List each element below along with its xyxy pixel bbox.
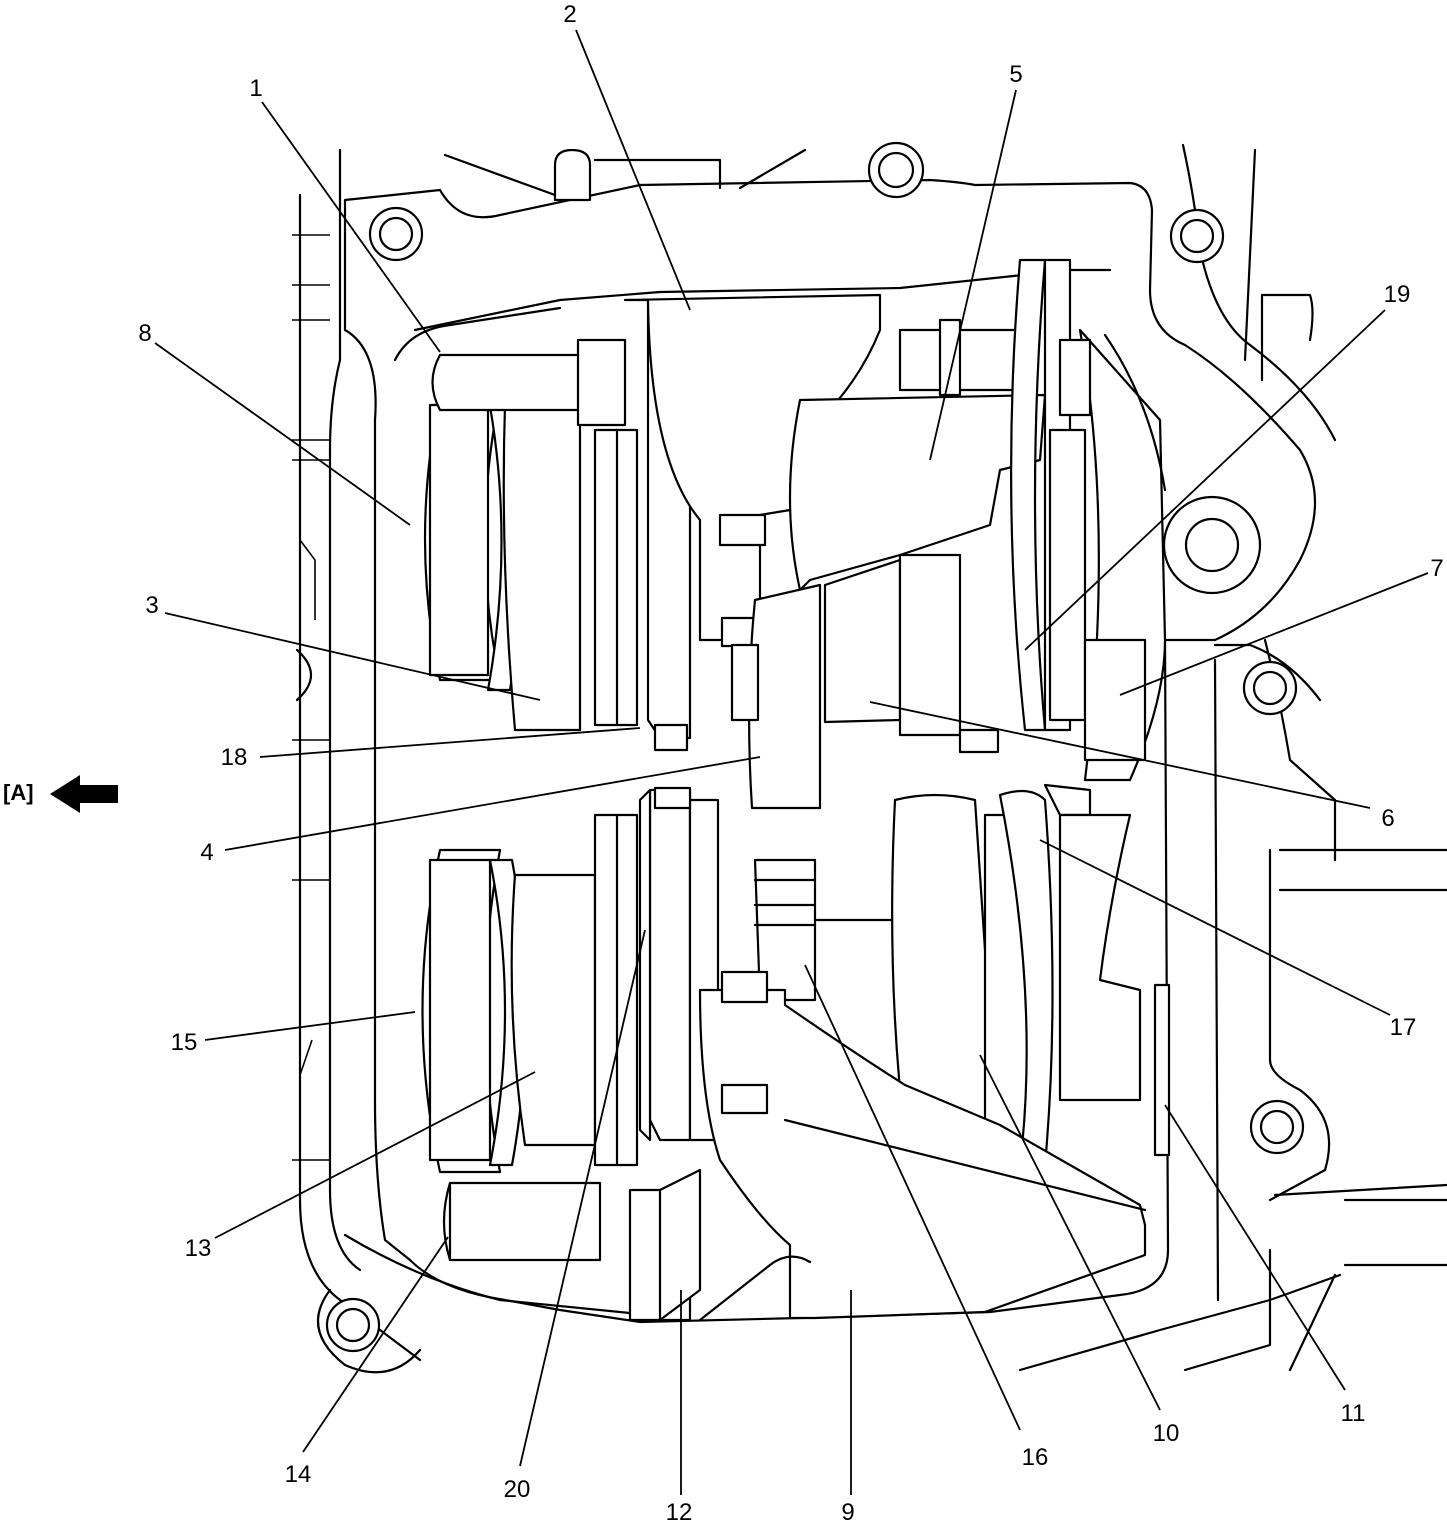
callout-14: 14 — [285, 1461, 312, 1488]
leader-lines — [154, 29, 1429, 1495]
callout-1: 1 — [249, 75, 262, 102]
leader-5 — [929, 89, 1017, 461]
callout-17: 17 — [1390, 1014, 1417, 1041]
leader-17 — [1039, 839, 1391, 1016]
callout-19: 19 — [1384, 281, 1411, 308]
leader-4 — [224, 756, 761, 851]
callout-labels: 1 2 3 4 5 6 7 8 9 10 11 12 13 14 15 16 1… — [138, 1, 1443, 1526]
leader-1 — [261, 101, 441, 353]
leader-2 — [575, 29, 691, 311]
callout-18: 18 — [221, 744, 248, 771]
callout-20: 20 — [504, 1476, 531, 1503]
leader-6 — [869, 701, 1371, 809]
callout-15: 15 — [171, 1029, 198, 1056]
callout-9: 9 — [841, 1499, 854, 1526]
leader-3 — [164, 612, 541, 701]
leader-19 — [1024, 309, 1386, 651]
callout-5: 5 — [1009, 61, 1022, 88]
callout-11: 11 — [1341, 1400, 1366, 1427]
callout-3: 3 — [145, 592, 158, 619]
housing-bolts — [316, 141, 1305, 1374]
leader-8 — [154, 342, 411, 526]
callout-12: 12 — [666, 1499, 693, 1526]
callout-13: 13 — [185, 1235, 212, 1262]
callout-6: 6 — [1381, 805, 1394, 832]
arrow-left-icon — [50, 775, 118, 813]
callout-2: 2 — [563, 1, 576, 28]
leader-18 — [259, 727, 641, 758]
leader-13 — [214, 1071, 536, 1239]
callout-16: 16 — [1022, 1444, 1049, 1471]
view-direction-marker: [A] — [3, 775, 118, 813]
callout-4: 4 — [200, 839, 213, 866]
callout-8: 8 — [138, 320, 151, 347]
leader-7 — [1119, 572, 1429, 696]
callout-10: 10 — [1153, 1420, 1180, 1447]
leader-16 — [804, 964, 1021, 1431]
leader-20 — [519, 929, 646, 1467]
leader-14 — [302, 1236, 449, 1453]
view-label: [A] — [3, 780, 34, 805]
leader-10 — [979, 1054, 1161, 1411]
lower-shaft-assembly — [421, 783, 1171, 1322]
leader-11 — [1164, 1104, 1346, 1391]
leader-15 — [204, 1011, 416, 1041]
upper-shaft-assembly — [423, 258, 1167, 810]
callout-7: 7 — [1430, 555, 1443, 582]
